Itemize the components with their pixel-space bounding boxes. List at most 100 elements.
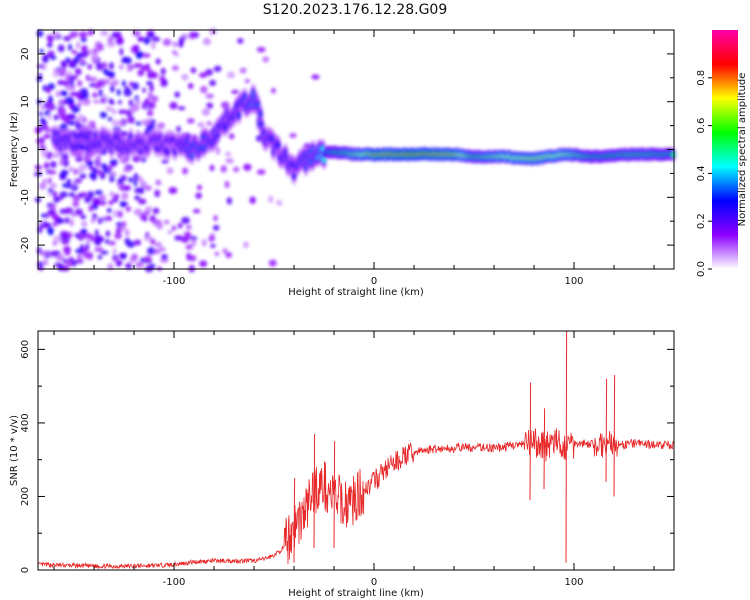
spectrogram-cell <box>43 162 50 169</box>
spectrogram-cell <box>135 261 144 269</box>
spectrogram-cell <box>149 215 156 223</box>
spectrogram-cell <box>311 74 320 80</box>
spectrogram-cell <box>59 123 68 132</box>
spectrogram-cell <box>37 64 44 69</box>
colorbar-tick-label: 0.4 <box>696 165 707 181</box>
spectrogram-cell <box>105 106 113 112</box>
spectrogram-cell <box>205 93 215 99</box>
spectrogram-cell <box>121 192 129 200</box>
spectrogram-cell <box>177 222 183 229</box>
spectrogram-cell <box>146 247 156 255</box>
spectrogram-cell <box>109 240 116 246</box>
spectrogram-cell <box>107 263 114 271</box>
spectrogram-cell <box>135 121 142 126</box>
spectrogram-cell <box>209 79 217 87</box>
spectrogram-cell <box>42 124 49 132</box>
spectrogram-cell <box>49 170 57 175</box>
spectrogram-cell <box>123 88 132 97</box>
spectrogram-cell <box>201 238 207 247</box>
spectrogram-cell <box>145 232 150 238</box>
spectrogram-cell <box>131 253 138 261</box>
spectrogram-cell <box>200 85 208 94</box>
spectrogram-cell <box>172 50 177 55</box>
spectrogram-cell <box>62 159 70 167</box>
spectrogram-cell <box>61 68 67 73</box>
spectrogram-cell <box>111 162 116 168</box>
spectrogram-cell <box>62 258 68 264</box>
x-tick-label: 100 <box>564 276 583 287</box>
spectrogram-cell <box>38 72 43 79</box>
snr-spike <box>529 382 532 501</box>
spectrogram-cell <box>89 171 97 180</box>
spectrogram-cell <box>148 101 156 110</box>
spectrogram-cell <box>162 38 172 47</box>
spectrogram-cell <box>94 82 101 90</box>
spectrogram-cell <box>174 91 181 98</box>
spectrogram-cell <box>100 216 107 222</box>
spectrogram-cell <box>63 35 72 42</box>
spectrogram-cell <box>100 98 106 103</box>
spectrogram-cell <box>212 224 220 231</box>
spectrogram-cell <box>145 63 151 72</box>
spectrogram-cell <box>172 41 178 48</box>
spectrogram-cell <box>105 239 110 245</box>
spectrogram-cell <box>225 252 233 258</box>
spectrogram-cell <box>49 160 57 168</box>
spectrogram-cell <box>169 101 178 110</box>
spectrogram-cell <box>108 177 115 183</box>
spectrogram-cell <box>99 171 106 180</box>
spectrogram-cell <box>42 84 48 92</box>
spectrogram-cell <box>43 133 51 139</box>
spectrogram-cell <box>47 50 55 57</box>
spectrogram-cell <box>197 122 205 128</box>
spectrogram-cell <box>88 205 94 212</box>
spectrogram-cell <box>151 36 161 43</box>
spectrogram-cell <box>198 72 208 78</box>
spectrogram-cell <box>102 78 111 85</box>
spectrogram-cell <box>76 101 82 108</box>
spectrogram-cell <box>209 164 215 172</box>
spectrogram-cell <box>80 37 87 43</box>
figure-title: S120.2023.176.12.28.G09 <box>262 2 448 18</box>
spectrogram-cell <box>80 45 88 52</box>
spectrogram-cell <box>120 252 127 260</box>
spectrogram-cell <box>114 232 122 240</box>
spectrogram-cell <box>39 144 47 150</box>
spectrogram-cell <box>47 113 52 121</box>
y-tick-label: -20 <box>20 237 31 253</box>
spectrogram-cell <box>122 167 132 173</box>
spectrogram-cell <box>121 57 127 64</box>
spectrogram-cell <box>107 35 114 44</box>
colorbar-label: Normalized spectral amplitude <box>737 73 748 227</box>
spectrogram-cell <box>42 258 49 266</box>
spectrogram-cell <box>171 65 179 71</box>
spectrogram-cell <box>74 233 80 238</box>
spectrogram-cell <box>140 180 147 188</box>
spectrogram-cell <box>156 122 166 129</box>
spectrogram-cell <box>75 41 81 49</box>
spectrogram-cell <box>112 248 117 255</box>
spectrogram-cell <box>143 216 148 222</box>
y-tick-label: 200 <box>20 487 31 506</box>
spectrogram-cell <box>86 238 92 244</box>
spectrogram-cell <box>90 219 95 224</box>
spectrogram-cell <box>118 64 124 70</box>
spectrogram-cell <box>57 107 65 115</box>
spectrogram-cell <box>69 91 78 97</box>
spectrogram-cell <box>168 186 178 195</box>
spectrogram-cell <box>92 197 101 205</box>
spectrogram-cell <box>69 74 78 81</box>
spectrogram-cell <box>100 250 109 255</box>
spectrogram-cell <box>49 55 57 60</box>
spectrogram-cell <box>61 183 67 188</box>
spectrogram-cell <box>226 197 233 205</box>
spectrogram-cell <box>59 191 68 198</box>
spectrogram-cell <box>138 198 147 205</box>
x-tick-label: 0 <box>371 577 377 588</box>
spectrogram-cell <box>72 200 80 208</box>
spectrogram-cell <box>40 213 48 218</box>
spectrogram-cell <box>46 226 54 234</box>
colorbar-tick-label: 0.6 <box>696 118 707 134</box>
spectrogram-cell <box>46 42 53 48</box>
spectrogram-cell <box>160 253 168 261</box>
